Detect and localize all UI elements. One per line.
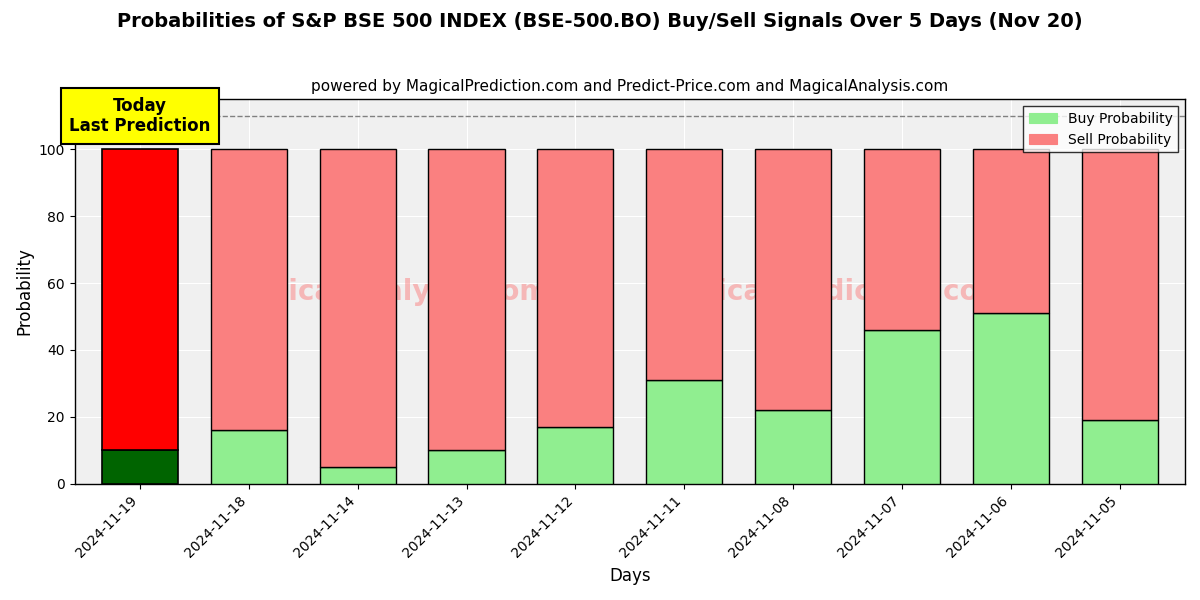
Bar [646,149,722,380]
Bar [538,427,613,484]
Bar [319,467,396,484]
Bar [538,149,613,427]
Bar [428,149,505,450]
Bar [646,380,722,484]
Bar [211,430,287,484]
Bar [428,450,505,484]
Bar [755,410,832,484]
Bar [755,149,832,410]
Bar [864,330,940,484]
Text: MagicalPrediction.com: MagicalPrediction.com [652,278,1008,305]
Bar [973,149,1049,313]
X-axis label: Days: Days [610,567,650,585]
Bar [211,149,287,430]
Bar [1081,149,1158,420]
Bar [864,149,940,330]
Text: Probabilities of S&P BSE 500 INDEX (BSE-500.BO) Buy/Sell Signals Over 5 Days (No: Probabilities of S&P BSE 500 INDEX (BSE-… [118,12,1082,31]
Legend: Buy Probability, Sell Probability: Buy Probability, Sell Probability [1024,106,1178,152]
Bar [102,149,178,450]
Bar [102,450,178,484]
Title: powered by MagicalPrediction.com and Predict-Price.com and MagicalAnalysis.com: powered by MagicalPrediction.com and Pre… [311,79,948,94]
Text: MagicalAnalysis.com: MagicalAnalysis.com [222,278,548,305]
Bar [973,313,1049,484]
Y-axis label: Probability: Probability [16,248,34,335]
Text: Today
Last Prediction: Today Last Prediction [70,97,211,136]
Bar [1081,420,1158,484]
Bar [319,149,396,467]
